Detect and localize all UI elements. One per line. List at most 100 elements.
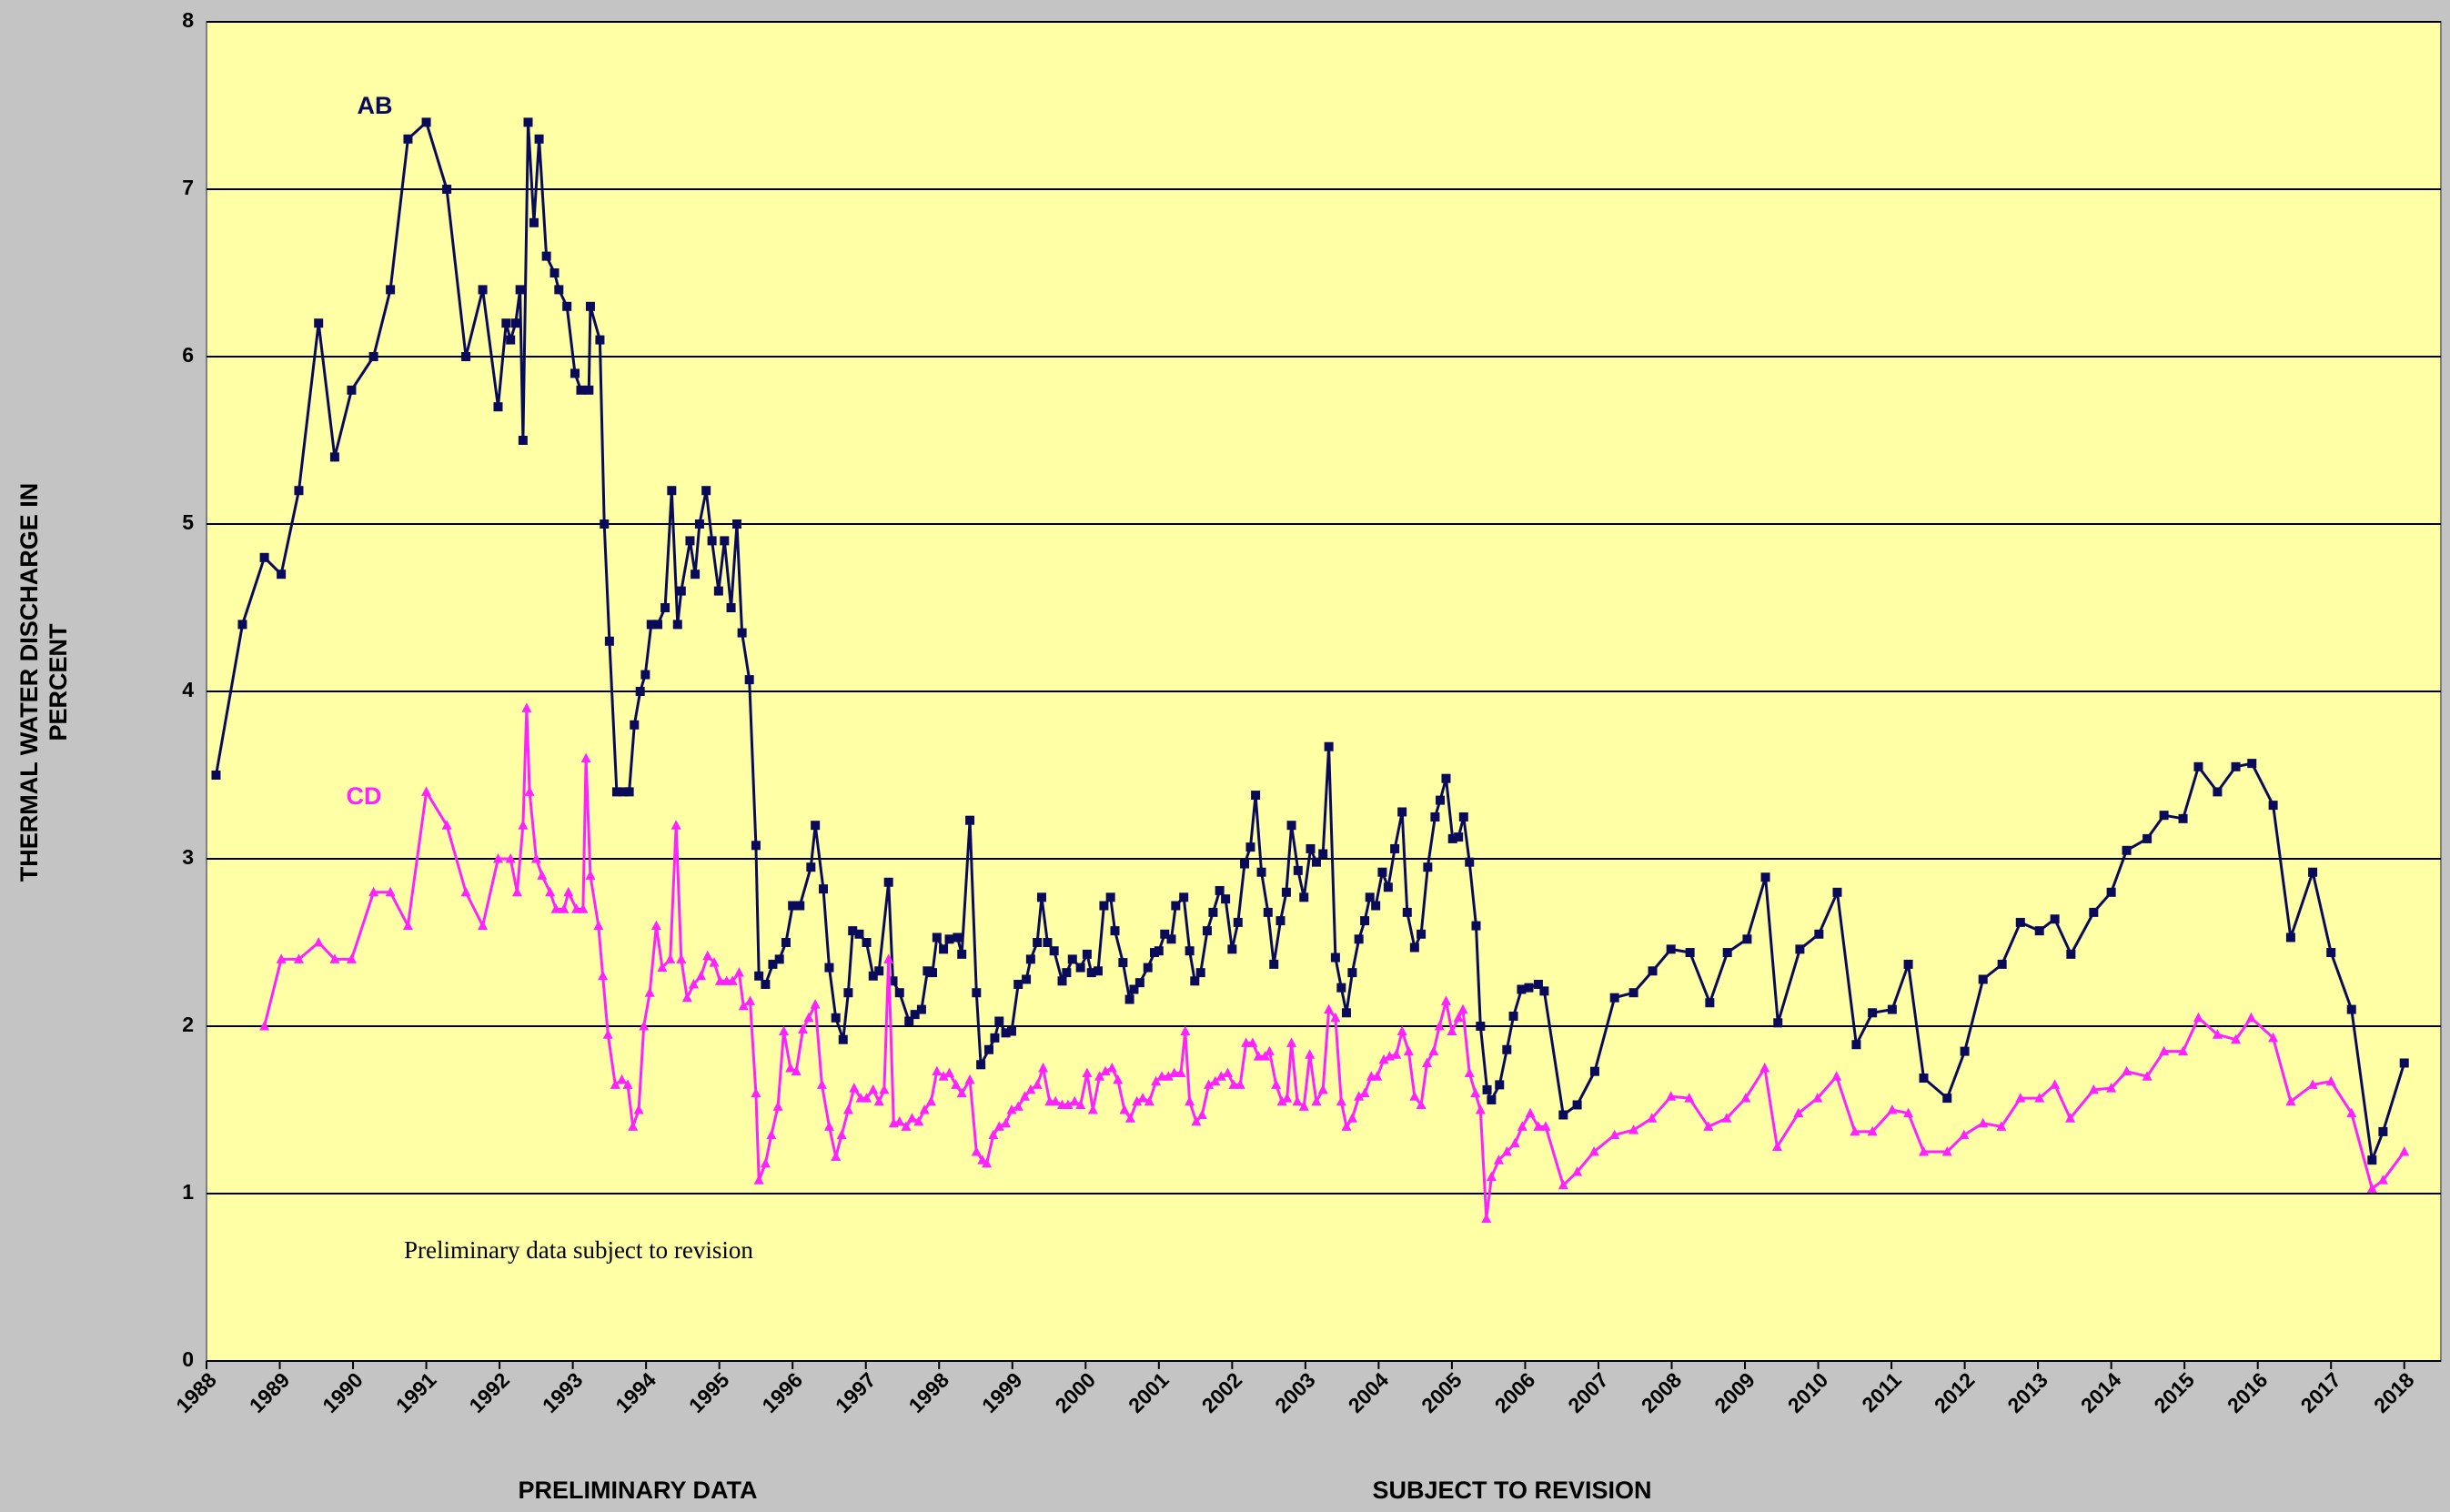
marker — [277, 570, 287, 580]
marker — [1795, 944, 1805, 954]
marker — [883, 877, 893, 887]
marker — [506, 335, 516, 345]
marker — [1180, 1025, 1191, 1036]
marker — [874, 966, 884, 976]
marker — [660, 603, 670, 612]
y-tick-label: 3 — [182, 845, 194, 869]
marker — [760, 1157, 771, 1168]
marker — [1057, 976, 1067, 986]
marker — [932, 932, 942, 942]
marker — [883, 953, 894, 963]
marker — [1124, 1113, 1135, 1123]
marker — [1324, 1003, 1335, 1014]
marker — [598, 970, 609, 981]
marker — [1227, 944, 1237, 954]
marker — [2089, 907, 2099, 917]
marker — [938, 1071, 949, 1081]
marker — [576, 385, 586, 395]
marker — [894, 988, 904, 998]
marker — [571, 903, 582, 913]
marker — [779, 1025, 790, 1036]
marker — [1402, 907, 1412, 917]
marker — [925, 1095, 936, 1106]
marker — [1760, 872, 1770, 882]
marker — [754, 971, 764, 981]
marker — [1006, 1104, 1017, 1114]
marker — [1609, 1129, 1620, 1140]
marker — [1049, 946, 1059, 956]
marker — [1978, 1117, 1989, 1128]
marker — [696, 970, 707, 981]
x-tick-label: 2000 — [1051, 1367, 1101, 1417]
x-tick-label: 2008 — [1637, 1367, 1687, 1417]
marker — [1397, 807, 1407, 817]
marker — [1235, 1079, 1245, 1089]
marker — [1143, 963, 1153, 973]
marker — [1110, 926, 1120, 936]
marker — [386, 285, 396, 295]
marker — [2377, 1174, 2388, 1184]
marker — [1464, 1067, 1475, 1078]
marker — [478, 920, 489, 931]
marker — [873, 1095, 884, 1106]
marker — [1022, 974, 1032, 984]
marker — [2015, 917, 2025, 927]
marker — [1493, 1154, 1504, 1164]
marker — [421, 117, 431, 127]
marker — [1306, 843, 1316, 853]
marker — [1324, 741, 1334, 751]
marker — [1495, 1080, 1505, 1090]
marker — [550, 903, 561, 913]
marker — [785, 1063, 796, 1073]
x-tick-label: 2009 — [1709, 1367, 1759, 1417]
marker — [1086, 968, 1096, 978]
marker — [2193, 1012, 2203, 1023]
marker — [791, 1065, 802, 1076]
marker — [1221, 894, 1231, 904]
marker — [670, 820, 681, 830]
x-tick-label: 2018 — [2369, 1367, 2419, 1417]
marker — [795, 901, 805, 911]
marker — [1941, 1146, 1952, 1156]
marker — [1292, 1095, 1303, 1106]
marker — [738, 1000, 749, 1011]
marker — [1311, 1095, 1322, 1106]
marker — [744, 995, 755, 1005]
marker — [2268, 1032, 2279, 1043]
marker — [1223, 1067, 1234, 1078]
marker — [2178, 1045, 2189, 1056]
marker — [585, 870, 596, 880]
marker — [1742, 934, 1752, 944]
marker — [1887, 1004, 1897, 1014]
marker — [1453, 1012, 1464, 1023]
marker — [2142, 833, 2153, 843]
x-tick-label: 2007 — [1563, 1367, 1613, 1417]
marker — [976, 1060, 986, 1070]
marker — [580, 752, 591, 763]
marker — [1264, 1045, 1275, 1056]
marker — [1434, 1021, 1445, 1031]
marker — [1430, 812, 1440, 822]
marker — [1171, 901, 1181, 911]
x-tick-label: 2013 — [2002, 1367, 2052, 1417]
marker — [518, 820, 529, 830]
marker — [701, 486, 711, 496]
marker — [688, 979, 699, 989]
y-tick-label: 1 — [182, 1180, 194, 1204]
marker — [1082, 949, 1092, 959]
marker — [211, 771, 221, 780]
marker — [1190, 976, 1200, 986]
marker — [1978, 974, 1988, 984]
marker — [314, 318, 324, 328]
marker — [939, 944, 949, 954]
marker — [1163, 1071, 1174, 1081]
marker — [751, 1087, 761, 1098]
marker — [460, 886, 471, 897]
marker — [1628, 988, 1638, 998]
marker — [2178, 813, 2188, 823]
marker — [984, 1044, 994, 1054]
marker — [803, 1012, 814, 1023]
marker — [916, 1004, 926, 1014]
marker — [1241, 1037, 1252, 1047]
marker — [1423, 862, 1433, 872]
